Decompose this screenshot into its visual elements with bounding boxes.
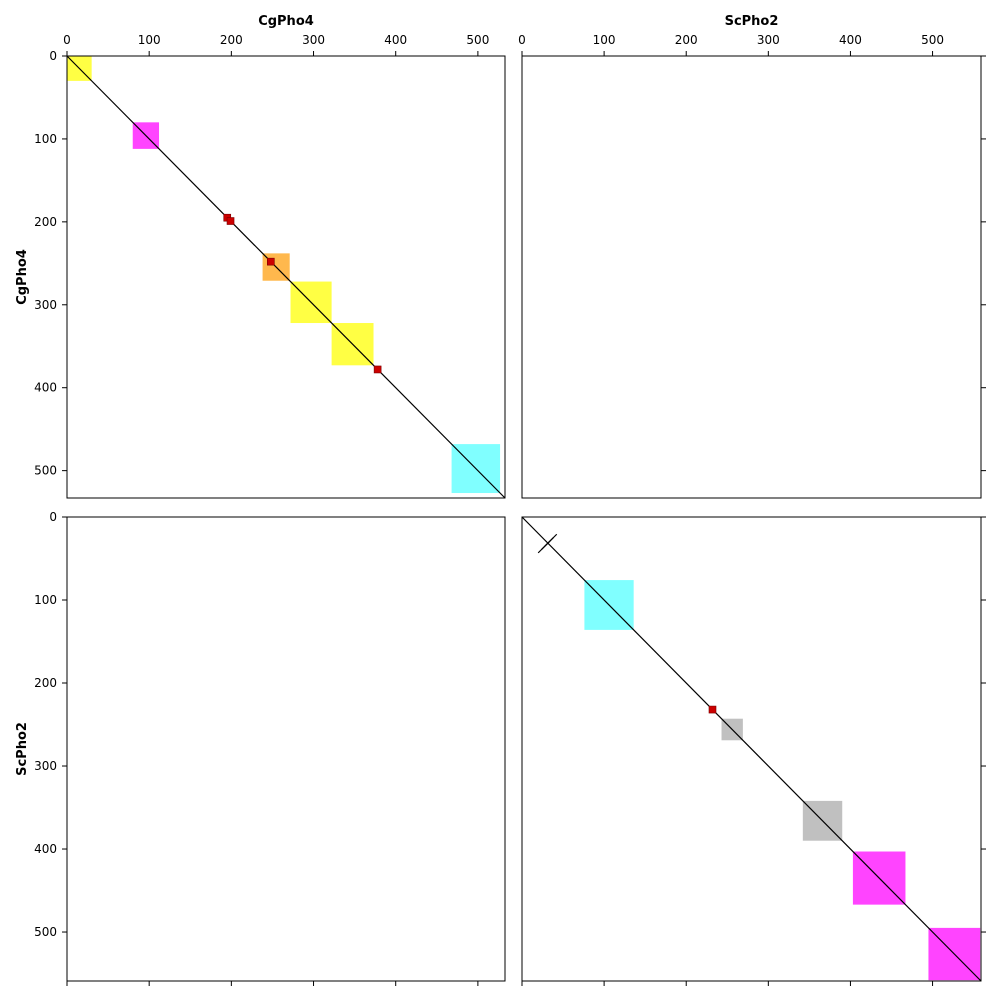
x-tick-label-cgpho4: 0: [63, 33, 71, 47]
x-tick-label-scpho2: 400: [839, 33, 862, 47]
column-title-scpho2: ScPho2: [725, 14, 779, 29]
panel-frame: [521, 55, 982, 499]
panel-frame: [66, 55, 506, 499]
y-tick-label-scpho2: 500: [34, 925, 57, 939]
panel-scpho2-vs-scpho2: [521, 516, 986, 986]
match-mark: [708, 705, 717, 714]
panel-cgpho4-vs-scpho2: [521, 51, 986, 499]
match-mark: [373, 365, 382, 374]
y-tick-label-scpho2: 100: [34, 593, 57, 607]
row-title-scpho2: ScPho2: [15, 722, 30, 776]
y-tick-label-cgpho4: 400: [34, 381, 57, 395]
y-tick-label-cgpho4: 300: [34, 298, 57, 312]
row-title-cgpho4: CgPho4: [15, 249, 30, 305]
x-tick-label-scpho2: 0: [518, 33, 526, 47]
diagonal-line: [521, 516, 982, 982]
x-tick-label-scpho2: 500: [921, 33, 944, 47]
y-tick-label-cgpho4: 100: [34, 132, 57, 146]
x-tick-label-scpho2: 200: [675, 33, 698, 47]
diagonal-line: [66, 55, 506, 499]
x-tick-label-cgpho4: 500: [466, 33, 489, 47]
y-tick-label-scpho2: 300: [34, 759, 57, 773]
y-tick-label-scpho2: 0: [49, 510, 57, 524]
x-tick-label-scpho2: 300: [757, 33, 780, 47]
x-tick-label-cgpho4: 100: [138, 33, 161, 47]
x-tick-label-cgpho4: 400: [384, 33, 407, 47]
panel-cgpho4-vs-cgpho4: [62, 51, 506, 499]
y-tick-label-cgpho4: 500: [34, 464, 57, 478]
panel-scpho2-vs-cgpho4: [62, 516, 506, 986]
match-mark: [226, 217, 235, 225]
match-mark: [266, 257, 275, 266]
y-tick-label-scpho2: 400: [34, 842, 57, 856]
panel-frame: [521, 516, 982, 982]
y-tick-label-scpho2: 200: [34, 676, 57, 690]
column-title-cgpho4: CgPho4: [258, 14, 314, 29]
x-tick-label-cgpho4: 300: [302, 33, 325, 47]
y-tick-label-cgpho4: 200: [34, 215, 57, 229]
x-tick-label-scpho2: 100: [593, 33, 616, 47]
x-tick-label-cgpho4: 200: [220, 33, 243, 47]
y-tick-label-cgpho4: 0: [49, 49, 57, 63]
panel-frame: [66, 516, 506, 982]
repeat-tick: [544, 533, 558, 547]
